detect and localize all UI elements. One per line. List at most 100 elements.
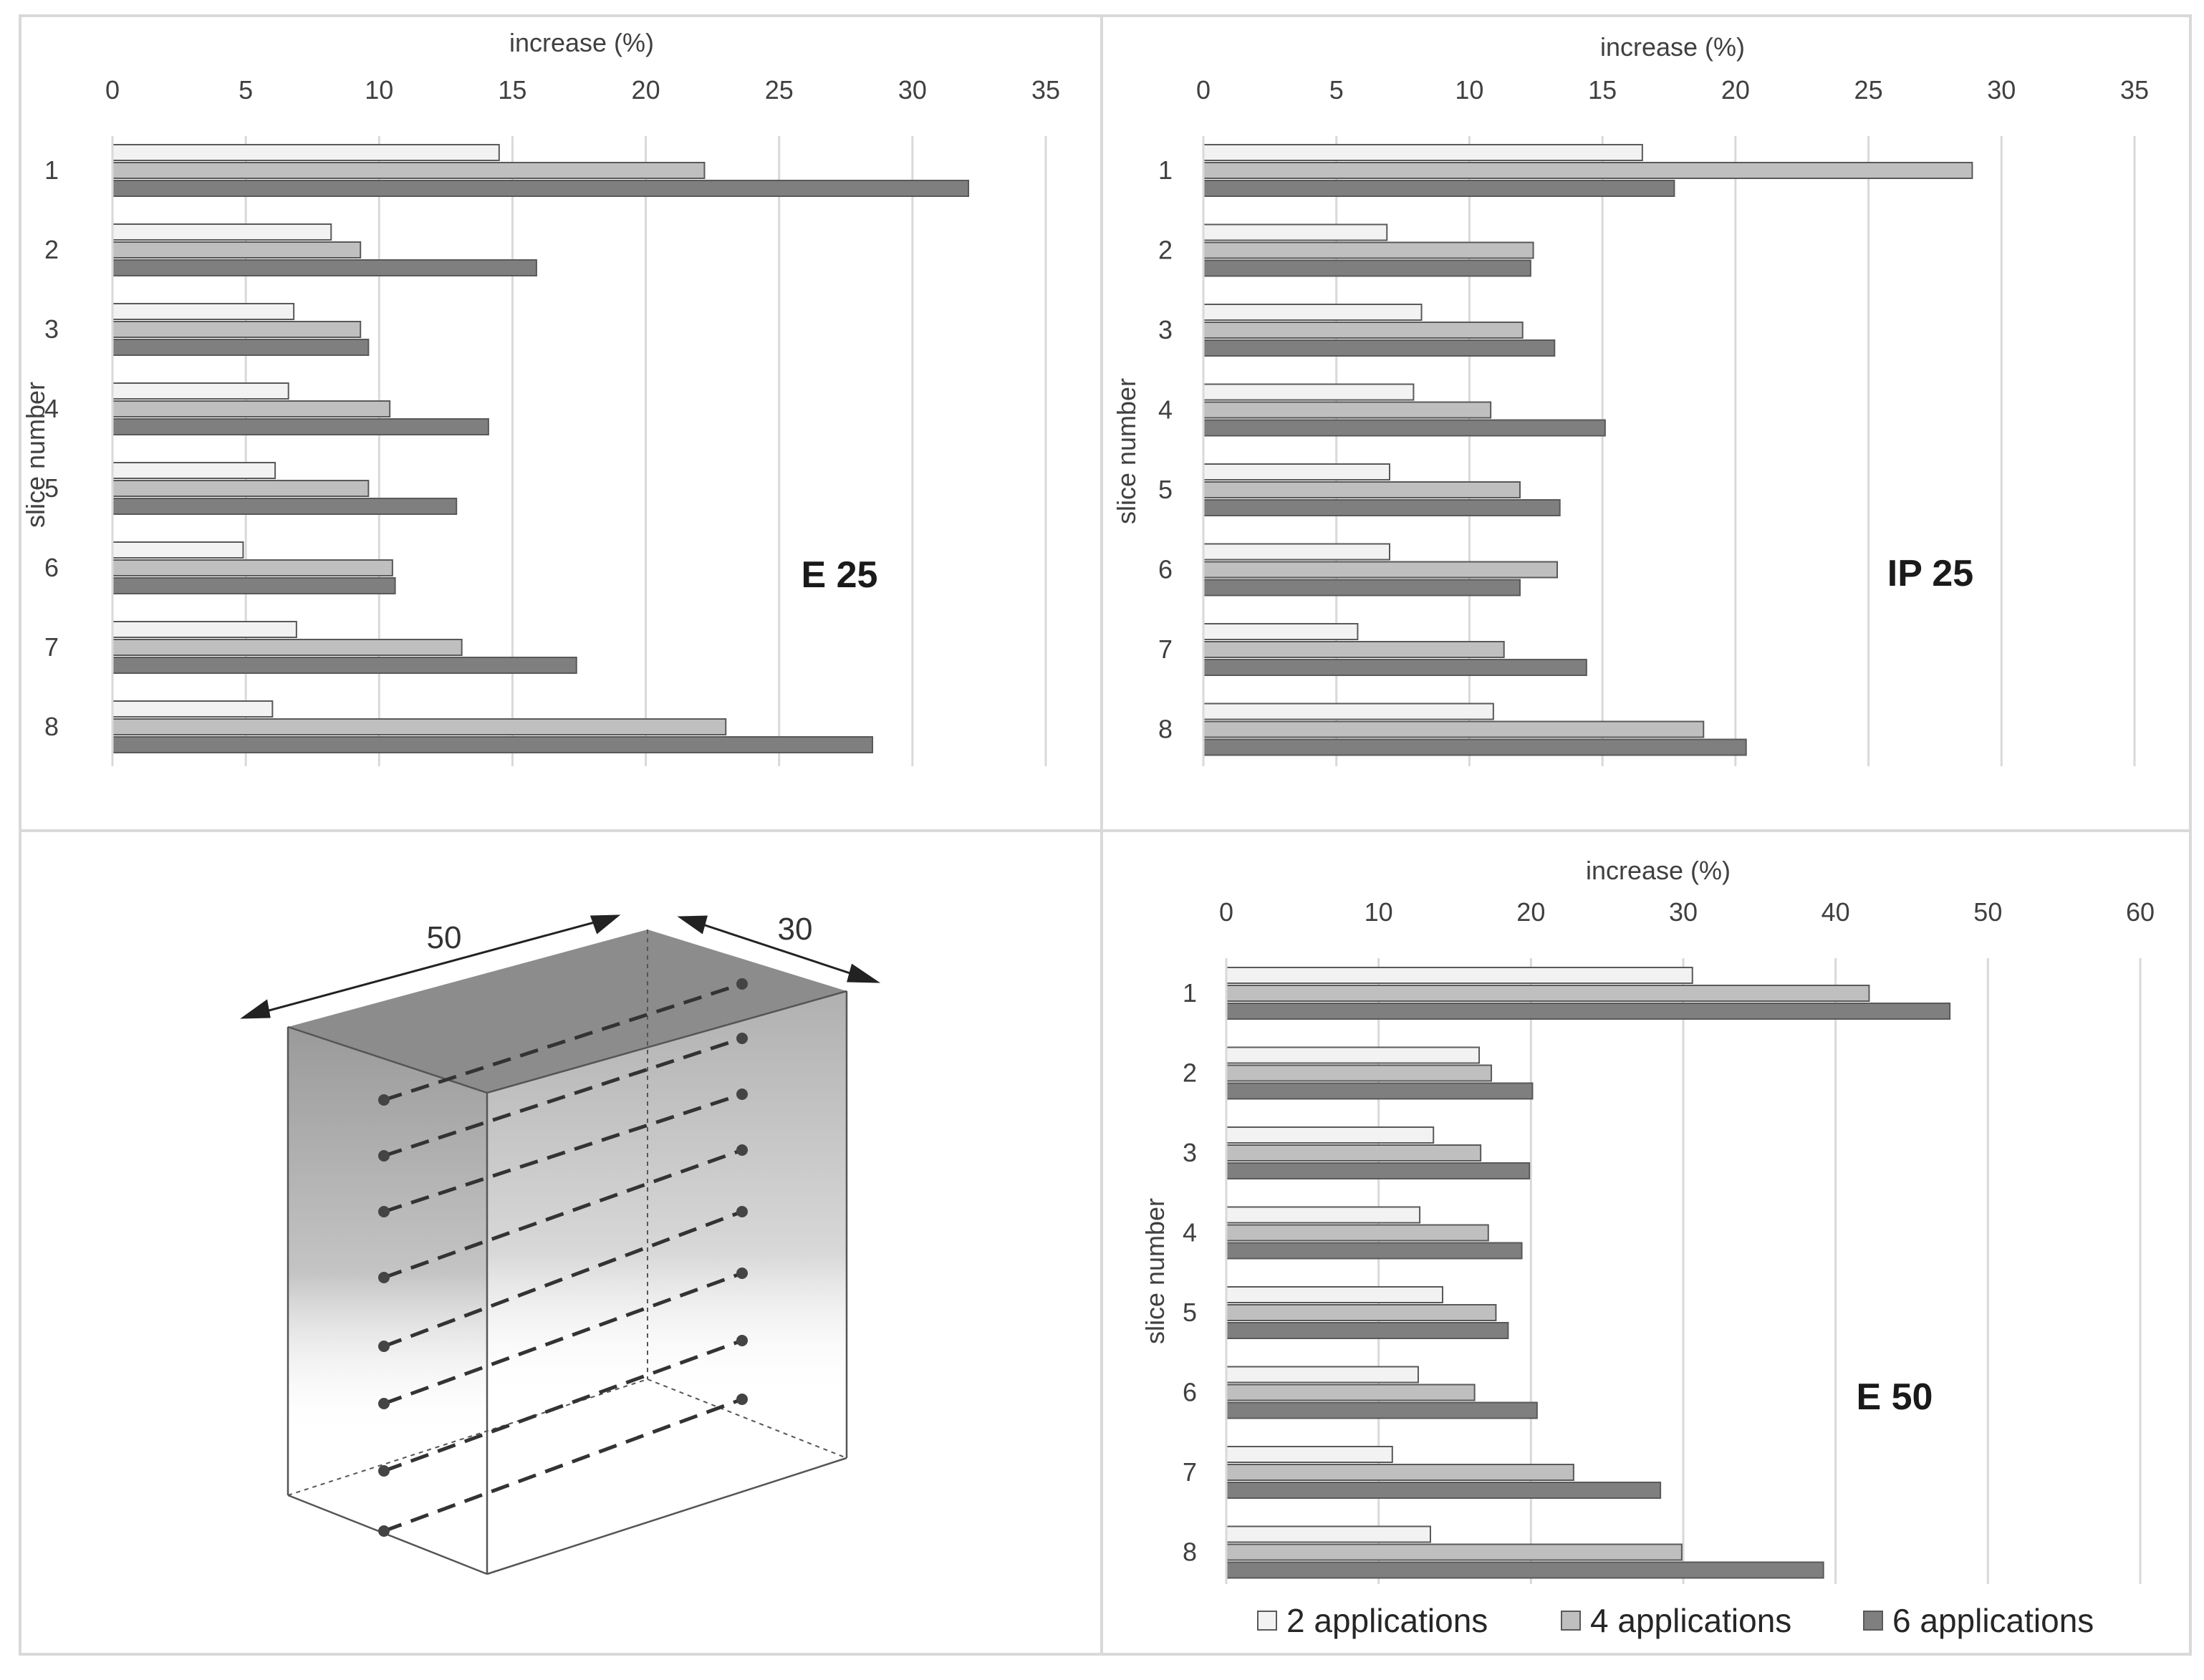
x-tick-label-e25-20: 20 (632, 75, 660, 105)
bar-ip25-slice-2-series-3 (1203, 259, 1531, 277)
bar-e50-slice-1-series-2 (1226, 985, 1870, 1002)
probe-point-5-front (378, 1341, 390, 1352)
x-tick-label-ip25-20: 20 (1721, 75, 1750, 105)
bar-ip25-slice-7-series-3 (1203, 659, 1587, 676)
x-tick-label-e25-10: 10 (365, 75, 393, 105)
bar-e50-slice-1-series-3 (1226, 1003, 1951, 1020)
bar-ip25-slice-6-series-3 (1203, 579, 1521, 597)
y-category-label-e50-5: 5 (1183, 1298, 1197, 1327)
probe-point-7-front (378, 1465, 390, 1477)
panel-tag-e25: E 25 (802, 554, 878, 596)
width-arrow-right (590, 914, 621, 935)
specimen-edges (287, 990, 848, 1575)
probe-line-4 (383, 1148, 743, 1280)
bar-e25-slice-4-series-1 (112, 382, 289, 400)
x-axis-title-ip25: increase (%) (1600, 32, 1745, 62)
bar-e50-slice-7-series-1 (1226, 1446, 1393, 1463)
bar-ip25-slice-6-series-2 (1203, 561, 1558, 579)
y-category-label-ip25-1: 1 (1158, 155, 1173, 185)
bar-e25-slice-7-series-2 (112, 639, 463, 656)
bar-e25-slice-7-series-3 (112, 657, 577, 674)
bar-ip25-slice-8-series-2 (1203, 720, 1705, 738)
bar-e50-slice-4-series-3 (1226, 1242, 1523, 1260)
bar-e50-slice-8-series-1 (1226, 1525, 1431, 1543)
bar-ip25-slice-3-series-2 (1203, 322, 1524, 339)
panel-frames (19, 14, 2192, 1656)
bar-e25-slice-4-series-2 (112, 400, 391, 417)
probe-point-3-front (378, 1206, 390, 1217)
x-axis-title-e25: increase (%) (509, 28, 654, 57)
legend-swatch-6-applications (1863, 1611, 1883, 1631)
bar-e25-slice-1-series-2 (112, 162, 706, 179)
bar-ip25-slice-2-series-2 (1203, 241, 1534, 259)
x-tick-label-e25-30: 30 (898, 75, 927, 105)
y-category-label-e25-7: 7 (44, 632, 59, 662)
bar-e50-slice-5-series-3 (1226, 1322, 1509, 1339)
x-tick-label-ip25-30: 30 (1987, 75, 2016, 105)
legend-label-4-applications: 4 applications (1590, 1602, 1791, 1639)
bar-ip25-slice-1-series-2 (1203, 162, 1973, 179)
bar-ip25-slice-8-series-1 (1203, 703, 1494, 720)
bar-e25-slice-8-series-2 (112, 718, 727, 735)
x-tick-label-ip25-35: 35 (2120, 75, 2149, 105)
legend-label-6-applications: 6 applications (1892, 1602, 2094, 1639)
bar-ip25-slice-4-series-3 (1203, 419, 1606, 437)
probe-point-8-back (736, 1394, 748, 1405)
bar-e50-slice-4-series-2 (1226, 1224, 1489, 1242)
legend: 2 applications 4 applications 6 applicat… (1257, 1602, 2094, 1639)
depth-arrow-right (847, 963, 881, 983)
bar-e25-slice-2-series-3 (112, 259, 537, 276)
y-category-label-ip25-4: 4 (1158, 395, 1173, 425)
bar-e50-slice-1-series-1 (1226, 967, 1693, 984)
y-category-label-ip25-5: 5 (1158, 475, 1173, 504)
y-category-label-e50-4: 4 (1183, 1218, 1197, 1247)
y-category-label-e50-2: 2 (1183, 1058, 1197, 1088)
y-category-label-e25-8: 8 (44, 712, 59, 741)
x-tick-label-e50-20: 20 (1516, 897, 1545, 927)
probe-point-2-back (736, 1033, 748, 1044)
y-category-label-e25-1: 1 (44, 155, 59, 185)
y-category-label-e25-5: 5 (44, 473, 59, 503)
y-category-label-e50-7: 7 (1183, 1457, 1197, 1487)
legend-swatch-2-applications (1257, 1611, 1277, 1631)
bar-ip25-slice-5-series-1 (1203, 463, 1390, 481)
bar-e25-slice-6-series-1 (112, 541, 244, 559)
y-category-label-e50-1: 1 (1183, 978, 1197, 1008)
x-tick-label-ip25-25: 25 (1854, 75, 1883, 105)
bar-e50-slice-2-series-1 (1226, 1046, 1481, 1064)
bar-ip25-slice-2-series-1 (1203, 223, 1388, 241)
width-dimension-label: 50 (427, 920, 462, 955)
bar-e50-slice-3-series-3 (1226, 1162, 1531, 1179)
bar-ip25-slice-1-series-3 (1203, 180, 1675, 197)
probe-line-5 (383, 1210, 743, 1348)
x-tick-label-e50-50: 50 (1973, 897, 2002, 927)
bar-ip25-slice-5-series-3 (1203, 499, 1561, 516)
bar-e25-slice-8-series-1 (112, 700, 274, 718)
bar-e25-slice-2-series-1 (112, 223, 332, 241)
bar-e50-slice-8-series-3 (1226, 1561, 1824, 1579)
probe-line-8 (383, 1397, 743, 1533)
bar-ip25-slice-3-series-1 (1203, 304, 1423, 321)
x-tick-label-ip25-10: 10 (1455, 75, 1483, 105)
x-axis-title-e50: increase (%) (1586, 856, 1731, 885)
probe-point-2-front (378, 1150, 390, 1162)
bar-e50-slice-7-series-2 (1226, 1464, 1574, 1481)
legend-swatch-4-applications (1561, 1611, 1581, 1631)
bar-e25-slice-6-series-3 (112, 577, 396, 594)
bar-e50-slice-6-series-2 (1226, 1384, 1476, 1401)
probe-point-1-back (736, 978, 748, 990)
y-category-label-e25-6: 6 (44, 553, 59, 582)
x-tick-label-e50-10: 10 (1365, 897, 1393, 927)
probe-point-4-back (736, 1144, 748, 1156)
y-axis-title-e50: slice number (1140, 1198, 1170, 1344)
x-tick-label-ip25-0: 0 (1196, 75, 1211, 105)
bar-e50-slice-5-series-1 (1226, 1286, 1443, 1303)
bar-e50-slice-7-series-3 (1226, 1482, 1662, 1499)
probe-point-5-back (736, 1206, 748, 1217)
x-tick-label-e25-0: 0 (105, 75, 120, 105)
specimen-top-face (288, 930, 847, 1093)
bar-ip25-slice-5-series-2 (1203, 481, 1521, 498)
x-tick-label-e25-15: 15 (498, 75, 526, 105)
